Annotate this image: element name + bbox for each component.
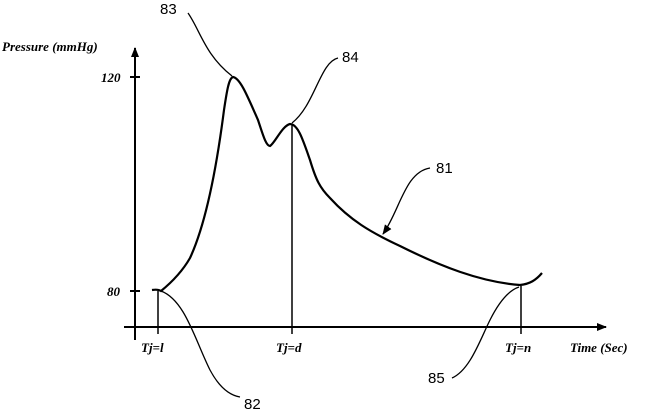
x-tick-label-tj-n: Tj=n: [505, 340, 531, 355]
y-tick-label-80: 80: [107, 284, 121, 299]
ref-85: 85: [428, 370, 445, 387]
ref-82: 82: [244, 396, 261, 410]
x-axis-label: Time (Sec): [570, 340, 628, 355]
y-axis-label: Pressure (mmHg): [2, 39, 98, 54]
pressure-waveform-curve: [152, 77, 542, 291]
leader-85: [452, 287, 519, 378]
pressure-waveform-diagram: Pressure (mmHg) Time (Sec) 120 80 Tj=l T…: [0, 0, 645, 410]
x-tick-label-tj-d: Tj=d: [276, 340, 302, 355]
x-tick-label-tj-l: Tj=l: [141, 340, 164, 355]
ref-83: 83: [160, 1, 177, 18]
leader-81-arrow: [383, 168, 430, 234]
leader-84: [292, 58, 338, 123]
leader-82: [161, 291, 240, 397]
y-tick-label-120: 120: [101, 70, 121, 85]
leader-83: [188, 13, 232, 76]
ref-84: 84: [342, 49, 359, 66]
ref-81: 81: [436, 160, 453, 177]
